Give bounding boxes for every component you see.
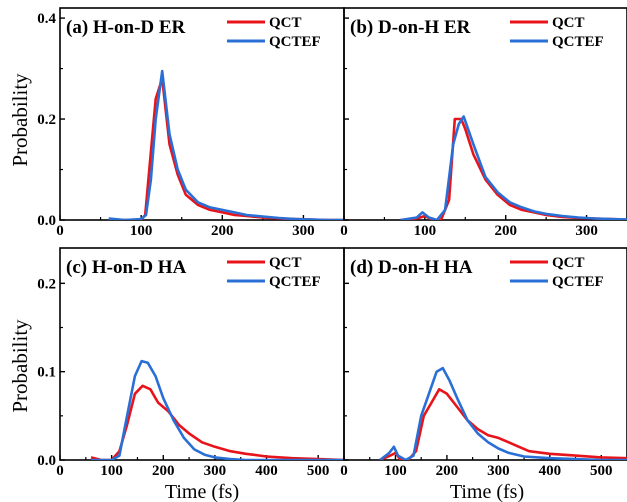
panel-title: (a) H-on-D ER (66, 17, 186, 38)
panel-1: 0 100 200 300 0.0 0.2 0.4 (a) H-on-D ER QCT QCTEF (37, 7, 345, 239)
x-tick-label: 0 (56, 463, 64, 479)
panel-title: (d) D-on-H HA (350, 257, 473, 278)
panel-title: (c) H-on-D HA (66, 257, 187, 278)
y-tick-label: 0.1 (37, 365, 56, 381)
x-tick-label: 400 (539, 463, 562, 479)
plot-frame (343, 247, 627, 461)
panel-3: 0 100 200 300 400 500 0.0 0.1 0.2 (c) H-on-D HA QC… (37, 247, 345, 479)
series-line-qctef (108, 69, 344, 220)
x-axis-label-left: Time (fs) (165, 481, 239, 502)
x-tick-label: 200 (152, 463, 175, 479)
series-line-qct (379, 388, 627, 460)
panel-title: (b) D-on-H ER (350, 17, 471, 38)
x-tick-label: 100 (130, 223, 153, 239)
series-line-qctef (91, 359, 344, 460)
legend-label-qct: QCT (269, 255, 302, 271)
y-axis-label-bottom: Probability (8, 319, 32, 413)
y-tick-label: 0.0 (37, 213, 56, 229)
x-tick-label: 300 (292, 223, 315, 239)
panels: 0 100 200 300 0.0 0.2 0.4 (a) H-on-D ER QCT QCTEF… (37, 7, 627, 479)
x-tick-label: 0 (340, 223, 348, 239)
x-tick-label: 400 (255, 463, 278, 479)
x-tick-label: 300 (487, 463, 510, 479)
x-tick-label: 500 (307, 463, 330, 479)
y-axis-label-top: Probability (8, 73, 32, 167)
legend-label-qctef: QCTEF (269, 34, 321, 50)
series-line-qctef (400, 115, 627, 220)
series-line-qct (90, 384, 344, 460)
x-tick-label: 200 (494, 223, 517, 239)
series-line-qct (108, 77, 344, 220)
legend-label-qctef: QCTEF (269, 274, 321, 290)
x-tick-label: 100 (414, 223, 437, 239)
x-axis-label-right: Time (fs) (450, 481, 524, 502)
x-tick-label: 0 (340, 463, 348, 479)
legend-label-qct: QCT (552, 255, 585, 271)
y-tick-label: 0.0 (37, 453, 56, 469)
x-tick-label: 100 (100, 463, 123, 479)
legend-label-qctef: QCTEF (552, 34, 604, 50)
legend-label-qct: QCT (269, 15, 302, 31)
x-tick-label: 500 (590, 463, 613, 479)
x-tick-label: 100 (384, 463, 407, 479)
x-tick-label: 300 (575, 223, 598, 239)
legend-label-qctef: QCTEF (552, 274, 604, 290)
x-tick-label: 300 (204, 463, 227, 479)
series-line-qctef (379, 366, 627, 460)
y-tick-label: 0.2 (37, 112, 56, 128)
legend-label-qct: QCT (552, 15, 585, 31)
plot-frame (343, 7, 627, 221)
x-tick-label: 200 (211, 223, 234, 239)
y-tick-label: 0.2 (37, 276, 56, 292)
panel-2: 0 100 200 300 (b) D-on-H ER QCT QCTEF (340, 7, 627, 239)
x-tick-label: 200 (436, 463, 459, 479)
y-tick-label: 0.4 (37, 11, 56, 27)
panel-4: 0 100 200 300 400 500 (d) D-on-H HA QCT QCTEF (340, 247, 627, 479)
x-tick-label: 0 (56, 223, 64, 239)
